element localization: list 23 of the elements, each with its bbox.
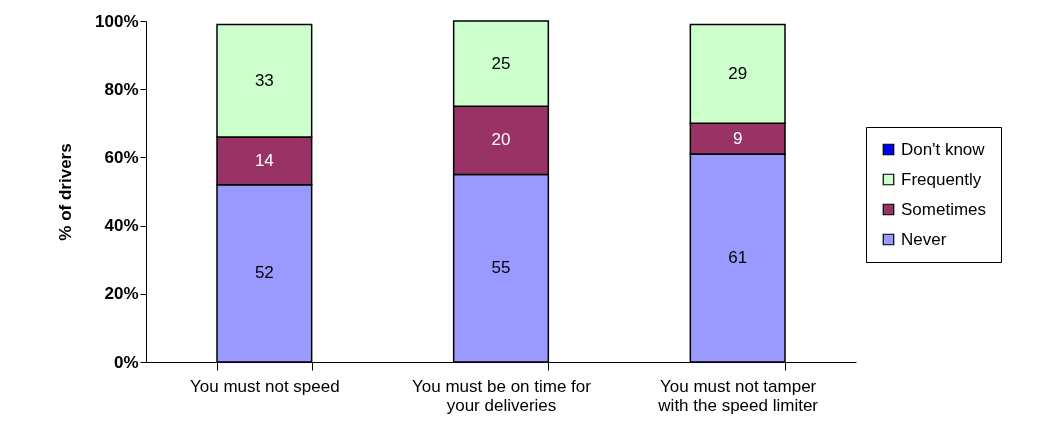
legend-label: Frequently <box>901 169 982 189</box>
data-label: 14 <box>254 150 274 170</box>
data-label: 20 <box>491 130 511 150</box>
legend-label: Don't know <box>901 139 986 159</box>
x-tick-label: You must not tamper with the speed limiter <box>657 376 819 415</box>
legend-label: Sometimes <box>901 199 987 219</box>
data-label: 29 <box>728 63 748 83</box>
data-label: 61 <box>728 247 748 267</box>
data-label: 33 <box>254 70 274 90</box>
y-tick-label: 40% <box>104 216 139 236</box>
legend-label: Never <box>901 229 947 249</box>
y-tick-label: 60% <box>104 147 139 167</box>
data-label: 25 <box>491 53 511 73</box>
x-tick-label: You must be on time for your deliveries <box>412 376 592 415</box>
y-tick-label: 0% <box>113 352 139 372</box>
data-label: 55 <box>491 258 511 278</box>
data-label: 9 <box>732 128 743 148</box>
y-tick-label: 20% <box>104 284 139 304</box>
y-tick-label: 80% <box>104 79 139 99</box>
x-tick-label: You must not speed <box>190 376 340 396</box>
y-axis-title: % of drivers <box>56 143 76 241</box>
data-label: 52 <box>254 263 274 283</box>
y-tick-label: 100% <box>95 11 139 31</box>
